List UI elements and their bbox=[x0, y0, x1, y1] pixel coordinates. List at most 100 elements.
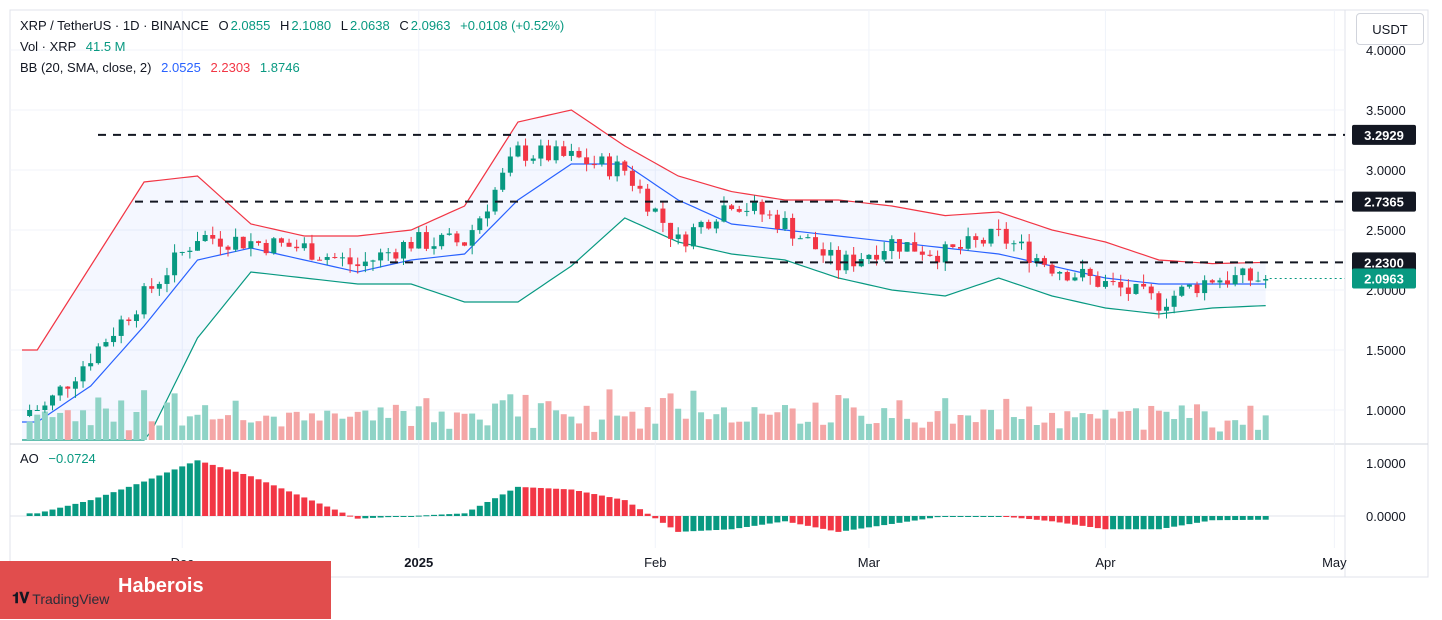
candle-body bbox=[935, 255, 941, 263]
volume-bar bbox=[675, 408, 682, 440]
ao-histogram-bar bbox=[743, 516, 750, 527]
candle-body bbox=[660, 208, 666, 223]
volume-bar bbox=[446, 428, 453, 440]
price-tick-label: 4.0000 bbox=[1366, 43, 1406, 58]
volume-value: 41.5 M bbox=[85, 39, 126, 54]
volume-bar bbox=[141, 390, 148, 440]
candle-body bbox=[1148, 286, 1154, 294]
volume-bar bbox=[736, 421, 743, 440]
ao-histogram-bar bbox=[1239, 516, 1246, 520]
candle-body bbox=[233, 236, 239, 250]
candle-body bbox=[1049, 264, 1055, 274]
candle-body bbox=[729, 205, 735, 210]
volume-bar bbox=[881, 408, 888, 440]
volume-bar bbox=[1087, 414, 1094, 440]
volume-bar bbox=[64, 410, 71, 440]
volume-bar bbox=[49, 417, 56, 440]
ao-histogram-bar bbox=[400, 516, 407, 517]
candle-body bbox=[423, 232, 429, 249]
volume-bar bbox=[270, 416, 277, 440]
ao-histogram-bar bbox=[934, 516, 941, 518]
ao-histogram-bar bbox=[163, 472, 170, 516]
bb-label: BB (20, SMA, close, 2) bbox=[20, 60, 152, 75]
volume-bar bbox=[1094, 418, 1101, 440]
candle-body bbox=[332, 257, 338, 259]
candle-body bbox=[820, 249, 826, 256]
candle-body bbox=[1194, 284, 1200, 294]
bb-legend: BB (20, SMA, close, 2) 2.0525 2.2303 1.8… bbox=[20, 60, 300, 75]
volume-bar bbox=[438, 411, 445, 440]
ao-histogram-bar bbox=[1117, 516, 1124, 530]
ao-histogram-bar bbox=[850, 516, 857, 530]
ao-histogram-bar bbox=[1232, 516, 1239, 521]
volume-bar bbox=[629, 411, 636, 440]
ao-histogram-bar bbox=[102, 494, 109, 516]
volume-bar bbox=[1171, 419, 1178, 440]
volume-bar bbox=[1018, 419, 1025, 440]
candle-body bbox=[637, 185, 643, 189]
candle-body bbox=[973, 236, 979, 240]
ao-histogram-bar bbox=[202, 462, 209, 516]
volume-bar bbox=[1186, 417, 1193, 440]
candle-body bbox=[393, 252, 399, 259]
candle-body bbox=[294, 246, 300, 249]
time-tick-label: 2025 bbox=[404, 555, 433, 570]
candle-body bbox=[1019, 241, 1025, 244]
ao-histogram-bar bbox=[225, 469, 232, 516]
candle-body bbox=[80, 366, 86, 382]
candle-body bbox=[477, 218, 483, 231]
candle-body bbox=[484, 211, 490, 219]
candle-body bbox=[904, 242, 910, 252]
price-level-tag bbox=[1352, 124, 1416, 145]
volume-bar bbox=[461, 413, 468, 440]
candle-body bbox=[996, 228, 1002, 230]
ao-histogram-bar bbox=[865, 516, 872, 528]
candle-body bbox=[1102, 281, 1108, 287]
volume-bar bbox=[179, 425, 186, 440]
currency-unit-button[interactable]: USDT bbox=[1356, 13, 1424, 45]
ao-histogram-bar bbox=[1171, 516, 1178, 527]
candle-body bbox=[629, 170, 635, 186]
ao-histogram-bar bbox=[1216, 516, 1223, 521]
candle-body bbox=[706, 221, 712, 229]
volume-bar bbox=[553, 410, 560, 440]
volume-bar bbox=[1209, 427, 1216, 440]
ao-histogram-bar bbox=[652, 516, 659, 519]
candle-body bbox=[378, 252, 384, 261]
ao-histogram-bar bbox=[1125, 516, 1132, 530]
volume-bar bbox=[118, 400, 125, 440]
volume-bar bbox=[598, 419, 605, 440]
volume-bar bbox=[919, 427, 926, 440]
volume-bar bbox=[240, 420, 247, 440]
ao-histogram-bar bbox=[629, 504, 636, 516]
candle-body bbox=[263, 242, 269, 254]
volume-bar bbox=[514, 416, 521, 440]
volume-bar bbox=[1064, 411, 1071, 440]
volume-bar bbox=[995, 429, 1002, 440]
ao-histogram-bar bbox=[1041, 516, 1048, 521]
candle-body bbox=[759, 201, 765, 215]
volume-bar bbox=[339, 418, 346, 440]
candle-body bbox=[240, 236, 246, 249]
ao-histogram-bar bbox=[80, 501, 87, 516]
volume-bar bbox=[850, 407, 857, 440]
candle-body bbox=[927, 254, 933, 256]
volume-bar bbox=[835, 395, 842, 440]
ao-histogram-bar bbox=[431, 514, 438, 516]
candle-body bbox=[652, 208, 658, 212]
candle-body bbox=[42, 405, 48, 410]
ao-histogram-bar bbox=[698, 516, 705, 531]
tradingview-logo-icon: 𝟏𝐕 bbox=[12, 590, 29, 607]
ao-histogram-bar bbox=[1018, 516, 1025, 519]
volume-bar bbox=[1125, 410, 1132, 440]
ao-histogram-bar bbox=[148, 478, 155, 516]
ao-histogram-bar bbox=[530, 487, 537, 516]
volume-bar bbox=[110, 421, 117, 440]
volume-bar bbox=[408, 425, 415, 440]
volume-bar bbox=[102, 408, 109, 440]
candle-body bbox=[675, 234, 681, 239]
tradingview-logo[interactable]: 𝟏𝐕 TradingView bbox=[12, 590, 109, 607]
volume-bar bbox=[949, 423, 956, 440]
volume-bar bbox=[263, 415, 270, 440]
